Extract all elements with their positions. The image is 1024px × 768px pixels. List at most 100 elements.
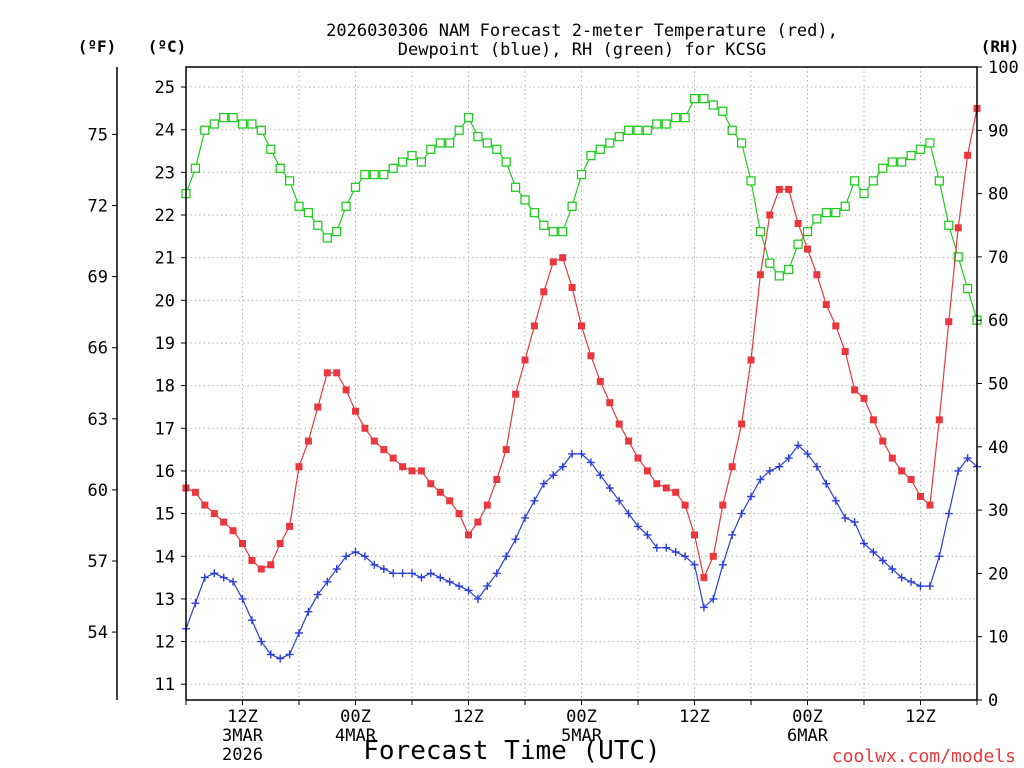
- rh-marker: [322, 233, 332, 243]
- dewpoint-marker: [935, 552, 944, 561]
- rh-marker: [802, 226, 813, 237]
- temperature-marker: [304, 437, 312, 445]
- temperature-marker: [926, 501, 934, 509]
- dewpoint-marker: [511, 535, 520, 544]
- temperature-marker: [540, 288, 548, 296]
- temperature-marker: [643, 467, 651, 475]
- temperature-marker: [841, 348, 849, 355]
- temperature-marker: [785, 185, 793, 193]
- rh-marker: [652, 119, 662, 129]
- dewpoint-marker: [624, 509, 633, 518]
- rh-marker: [953, 252, 963, 262]
- rh-marker: [915, 144, 926, 154]
- rh-marker: [576, 169, 587, 180]
- rh-marker: [397, 157, 408, 167]
- temperature-marker: [361, 424, 369, 432]
- dewpoint-marker: [577, 449, 586, 458]
- rh-marker: [473, 131, 483, 142]
- celsius-axis-label: (ºC): [148, 37, 187, 56]
- temperature-marker: [625, 437, 633, 445]
- time-tick-label: 00Z: [792, 707, 823, 727]
- rh-marker: [463, 112, 474, 123]
- rh-marker: [435, 138, 445, 148]
- dewpoint-marker: [756, 475, 765, 484]
- temperature-marker: [333, 369, 341, 377]
- dewpoint-marker: [841, 513, 850, 522]
- dewpoint-marker: [295, 629, 303, 637]
- grid-layer: [186, 67, 977, 700]
- rh-marker: [718, 106, 728, 116]
- rh-marker: [369, 169, 379, 180]
- temperature-marker: [596, 377, 604, 385]
- temperature-marker: [756, 271, 764, 279]
- rh-marker: [906, 150, 916, 161]
- rh-marker: [275, 163, 285, 173]
- temperature-marker: [700, 574, 708, 582]
- temperature-marker: [738, 420, 746, 428]
- celsius-tick-label: 17: [155, 419, 175, 439]
- rh-marker: [558, 226, 568, 237]
- fahrenheit-axis-label: (ºF): [78, 37, 117, 56]
- temperature-marker: [427, 480, 435, 488]
- year-tick-label: 2026: [222, 745, 263, 765]
- rh-marker: [228, 112, 238, 123]
- chart-title-line-1: 2026030306 NAM Forecast 2-meter Temperat…: [326, 21, 838, 41]
- dewpoint-marker: [502, 552, 511, 561]
- rh-marker: [426, 144, 436, 154]
- rh-marker: [934, 176, 944, 186]
- dewpoint-marker: [681, 552, 690, 561]
- rh-marker: [303, 207, 314, 218]
- temperature-marker: [399, 463, 407, 471]
- dewpoint-marker: [728, 530, 737, 539]
- dewpoint-marker: [530, 496, 539, 505]
- rh-marker: [332, 226, 342, 237]
- dewpoint-marker: [360, 552, 369, 561]
- time-tick-label: 12Z: [679, 707, 710, 727]
- rh-marker: [840, 201, 850, 211]
- temperature-marker: [898, 467, 906, 475]
- temperature-marker: [851, 386, 859, 394]
- rh-tick-label: 70: [988, 248, 1008, 268]
- temperature-marker: [822, 301, 830, 309]
- rh-marker: [633, 125, 643, 135]
- fahrenheit-tick-label: 63: [88, 410, 108, 430]
- rh-marker: [962, 283, 973, 294]
- temperature-marker: [229, 527, 237, 535]
- temperature-marker: [832, 322, 840, 330]
- temperature-marker: [417, 467, 425, 475]
- temperature-marker: [747, 356, 755, 364]
- temperature-marker: [248, 557, 256, 564]
- time-tick-label: 12Z: [227, 707, 258, 727]
- rh-marker: [897, 157, 907, 167]
- celsius-tick-label: 14: [155, 547, 175, 567]
- dewpoint-marker: [229, 577, 238, 586]
- rh-marker: [680, 112, 690, 123]
- rh-marker: [623, 125, 634, 135]
- temperature-marker: [512, 390, 520, 398]
- temperature-marker: [323, 369, 331, 377]
- dewpoint-marker: [342, 552, 351, 561]
- chart-title-line-2: Dewpoint (blue), RH (green) for KCSG: [398, 40, 766, 60]
- rh-marker: [614, 131, 624, 142]
- credit-text: coolwx.com/models: [832, 746, 1016, 767]
- celsius-tick-label: 24: [155, 121, 175, 141]
- celsius-tick-label: 22: [155, 206, 175, 226]
- dewpoint-marker: [652, 543, 661, 552]
- dewpoint-marker: [426, 569, 435, 578]
- dewpoint-marker: [389, 569, 398, 578]
- dewpoint-marker: [765, 466, 774, 475]
- rh-marker: [407, 150, 417, 161]
- rh-marker: [482, 138, 492, 148]
- temperature-marker: [634, 454, 642, 462]
- rh-marker: [360, 169, 370, 180]
- rh-marker: [341, 201, 351, 211]
- temperature-marker: [879, 437, 887, 445]
- dewpoint-marker: [596, 471, 605, 480]
- rh-marker: [642, 125, 653, 135]
- dewpoint-marker: [586, 458, 595, 467]
- dewpoint-marker: [747, 492, 755, 501]
- date-tick-label: 6MAR: [787, 726, 829, 746]
- temperature-marker: [521, 356, 529, 364]
- dewpoint-marker: [398, 569, 407, 578]
